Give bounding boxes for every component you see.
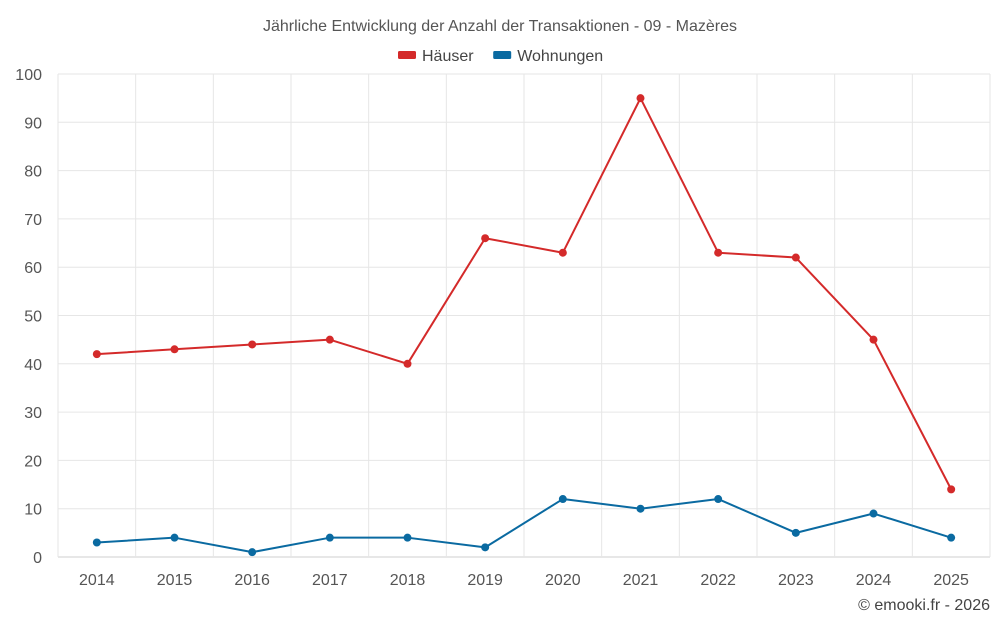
data-point-h-user[interactable] [481,234,490,243]
y-axis-ticks: 0 10 20 30 40 50 60 70 80 90 100 [15,67,42,567]
data-point-wohnungen[interactable] [92,538,101,547]
y-tick-label: 80 [24,164,42,181]
y-tick-label: 20 [24,453,42,470]
y-tick-label: 40 [24,357,42,374]
series-line-h-user [96,97,953,490]
legend-item-h-user[interactable]: Häuser [398,48,474,65]
data-point-h-user[interactable] [92,350,101,359]
data-point-wohnungen[interactable] [248,548,257,557]
data-point-wohnungen[interactable] [325,533,334,542]
series-layer [92,94,956,557]
data-point-wohnungen[interactable] [558,495,567,504]
data-point-wohnungen[interactable] [714,495,723,504]
x-tick-label: 2024 [856,572,892,589]
legend: Häuser Wohnungen [398,48,603,65]
x-tick-label: 2025 [933,572,969,589]
x-tick-label: 2016 [234,572,270,589]
y-tick-label: 60 [24,260,42,277]
data-point-wohnungen[interactable] [170,533,179,542]
data-point-wohnungen[interactable] [636,504,645,513]
x-tick-label: 2019 [467,572,503,589]
y-tick-label: 70 [24,212,42,229]
x-tick-label: 2017 [312,572,348,589]
data-point-h-user[interactable] [170,345,179,354]
x-tick-label: 2023 [778,572,814,589]
data-point-h-user[interactable] [325,335,334,344]
data-point-wohnungen[interactable] [481,543,490,552]
y-tick-label: 50 [24,309,42,326]
data-point-h-user[interactable] [403,359,412,368]
x-tick-label: 2015 [157,572,193,589]
data-point-h-user[interactable] [869,335,878,344]
data-point-h-user[interactable] [947,485,956,494]
y-tick-label: 30 [24,405,42,422]
y-tick-label: 90 [24,115,42,132]
data-point-wohnungen[interactable] [869,509,878,518]
x-tick-label: 2022 [700,572,736,589]
x-tick-label: 2020 [545,572,581,589]
data-point-h-user[interactable] [714,248,723,257]
series-line-wohnungen [96,498,952,554]
data-point-h-user[interactable] [636,94,645,103]
data-point-h-user[interactable] [558,248,567,257]
data-point-wohnungen[interactable] [947,533,956,542]
y-tick-label: 10 [24,502,42,519]
chart-title: Jährliche Entwicklung der Anzahl der Tra… [263,18,737,35]
x-tick-label: 2018 [390,572,426,589]
x-tick-label: 2021 [623,572,659,589]
legend-swatch [493,51,512,59]
data-point-h-user[interactable] [791,253,800,262]
x-axis-ticks: 2014 2015 2016 2017 2018 2019 2020 2021 2022 2023… [79,572,969,589]
legend-item-wohnungen[interactable]: Wohnungen [493,48,603,65]
credit-text: © emooki.fr - 2026 [858,597,990,614]
legend-label: Häuser [422,48,474,65]
legend-label: Wohnungen [517,48,603,65]
legend-swatch [398,51,416,59]
data-point-h-user[interactable] [248,340,257,349]
data-point-wohnungen[interactable] [403,533,412,542]
x-tick-label: 2014 [79,572,115,589]
grid [57,73,991,558]
data-point-wohnungen[interactable] [791,528,800,537]
y-tick-label: 0 [33,550,42,567]
y-tick-label: 100 [15,67,42,84]
